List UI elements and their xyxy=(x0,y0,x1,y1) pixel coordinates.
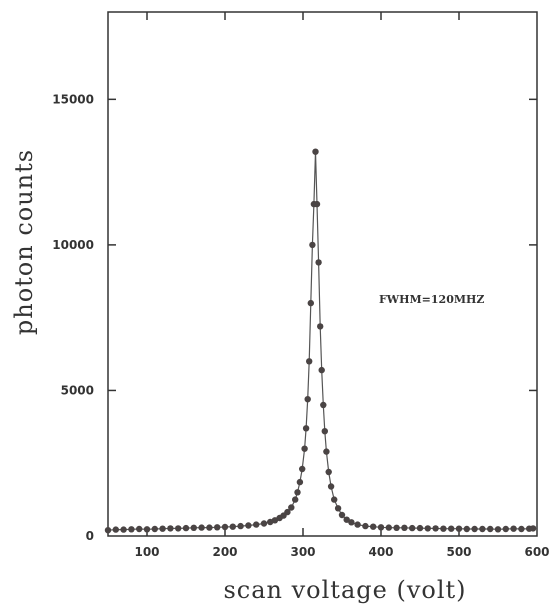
data-point xyxy=(354,521,361,528)
data-point xyxy=(306,358,313,365)
data-point xyxy=(229,523,236,530)
data-point xyxy=(479,525,486,533)
data-point xyxy=(362,522,369,530)
data-point xyxy=(260,520,268,527)
data-point xyxy=(377,524,385,531)
data-point xyxy=(424,525,431,532)
x-tick-label: 500 xyxy=(446,545,471,559)
data-point xyxy=(334,505,342,512)
data-point xyxy=(309,241,316,249)
y-tick-label: 0 xyxy=(86,529,94,543)
axis-ticks: 100 200 300 400 500 600 0 5000 10000 15000 xyxy=(52,12,550,559)
data-point xyxy=(288,504,295,511)
data-point xyxy=(416,524,424,532)
x-tick-label: 200 xyxy=(212,545,237,559)
data-point xyxy=(321,428,328,435)
data-point xyxy=(318,366,325,374)
data-point xyxy=(128,526,135,533)
data-point xyxy=(432,525,439,532)
data-point xyxy=(294,489,301,496)
y-tick-label: 15000 xyxy=(52,92,94,106)
x-tick-label: 600 xyxy=(524,545,549,559)
series-line xyxy=(107,151,534,531)
data-point xyxy=(307,299,314,307)
data-point xyxy=(393,524,400,531)
data-point xyxy=(463,525,470,533)
data-point xyxy=(245,522,252,529)
data-point xyxy=(348,519,355,526)
data-point xyxy=(292,496,299,503)
data-point xyxy=(440,525,447,532)
data-point xyxy=(502,525,509,533)
data-point xyxy=(120,526,127,533)
data-point xyxy=(317,323,324,330)
x-tick-label: 300 xyxy=(290,545,315,559)
data-point xyxy=(313,200,321,208)
data-point xyxy=(151,525,158,533)
data-point xyxy=(302,425,310,432)
data-point xyxy=(112,526,120,533)
data-point xyxy=(221,523,229,531)
data-point xyxy=(198,524,205,531)
x-tick-label: 100 xyxy=(134,545,159,559)
data-point xyxy=(529,525,537,532)
data-point xyxy=(182,524,190,532)
data-point xyxy=(214,524,221,531)
data-point xyxy=(299,465,306,473)
plot-frame xyxy=(107,11,538,537)
data-point xyxy=(315,259,322,266)
y-axis-label: photon counts xyxy=(10,149,38,335)
data-point xyxy=(494,526,502,533)
data-point xyxy=(331,496,338,503)
data-point xyxy=(320,401,327,409)
data-point xyxy=(510,525,517,532)
data-point xyxy=(159,525,166,532)
data-point xyxy=(448,525,455,532)
data-point xyxy=(370,523,377,530)
data-point xyxy=(409,524,416,532)
data-line xyxy=(107,151,534,531)
data-point xyxy=(385,524,392,531)
data-point xyxy=(312,148,319,155)
data-point xyxy=(323,448,330,455)
data-point xyxy=(518,525,525,533)
data-point xyxy=(487,525,494,533)
data-point xyxy=(190,524,197,531)
data-point xyxy=(401,524,408,531)
data-point xyxy=(237,522,244,530)
data-point xyxy=(136,525,143,533)
data-point xyxy=(206,524,213,531)
data-point xyxy=(301,445,308,452)
data-point xyxy=(455,525,463,532)
y-tick-label: 10000 xyxy=(52,238,94,252)
x-axis-label: scan voltage (volt) xyxy=(223,576,466,604)
data-point xyxy=(296,478,304,486)
y-tick-label: 5000 xyxy=(61,383,94,397)
data-point xyxy=(338,511,346,519)
data-points xyxy=(104,148,537,534)
data-point xyxy=(325,468,332,476)
data-point xyxy=(327,483,335,490)
data-point xyxy=(284,508,291,516)
data-point xyxy=(471,525,478,533)
data-point xyxy=(175,525,182,532)
data-point xyxy=(343,516,350,523)
x-tick-label: 400 xyxy=(368,545,393,559)
data-point xyxy=(143,526,151,533)
data-point xyxy=(304,396,311,403)
data-point xyxy=(167,525,174,532)
data-point xyxy=(253,521,260,528)
data-point xyxy=(104,527,112,534)
annotation-fwhm: FWHM=120MHZ xyxy=(379,293,485,306)
